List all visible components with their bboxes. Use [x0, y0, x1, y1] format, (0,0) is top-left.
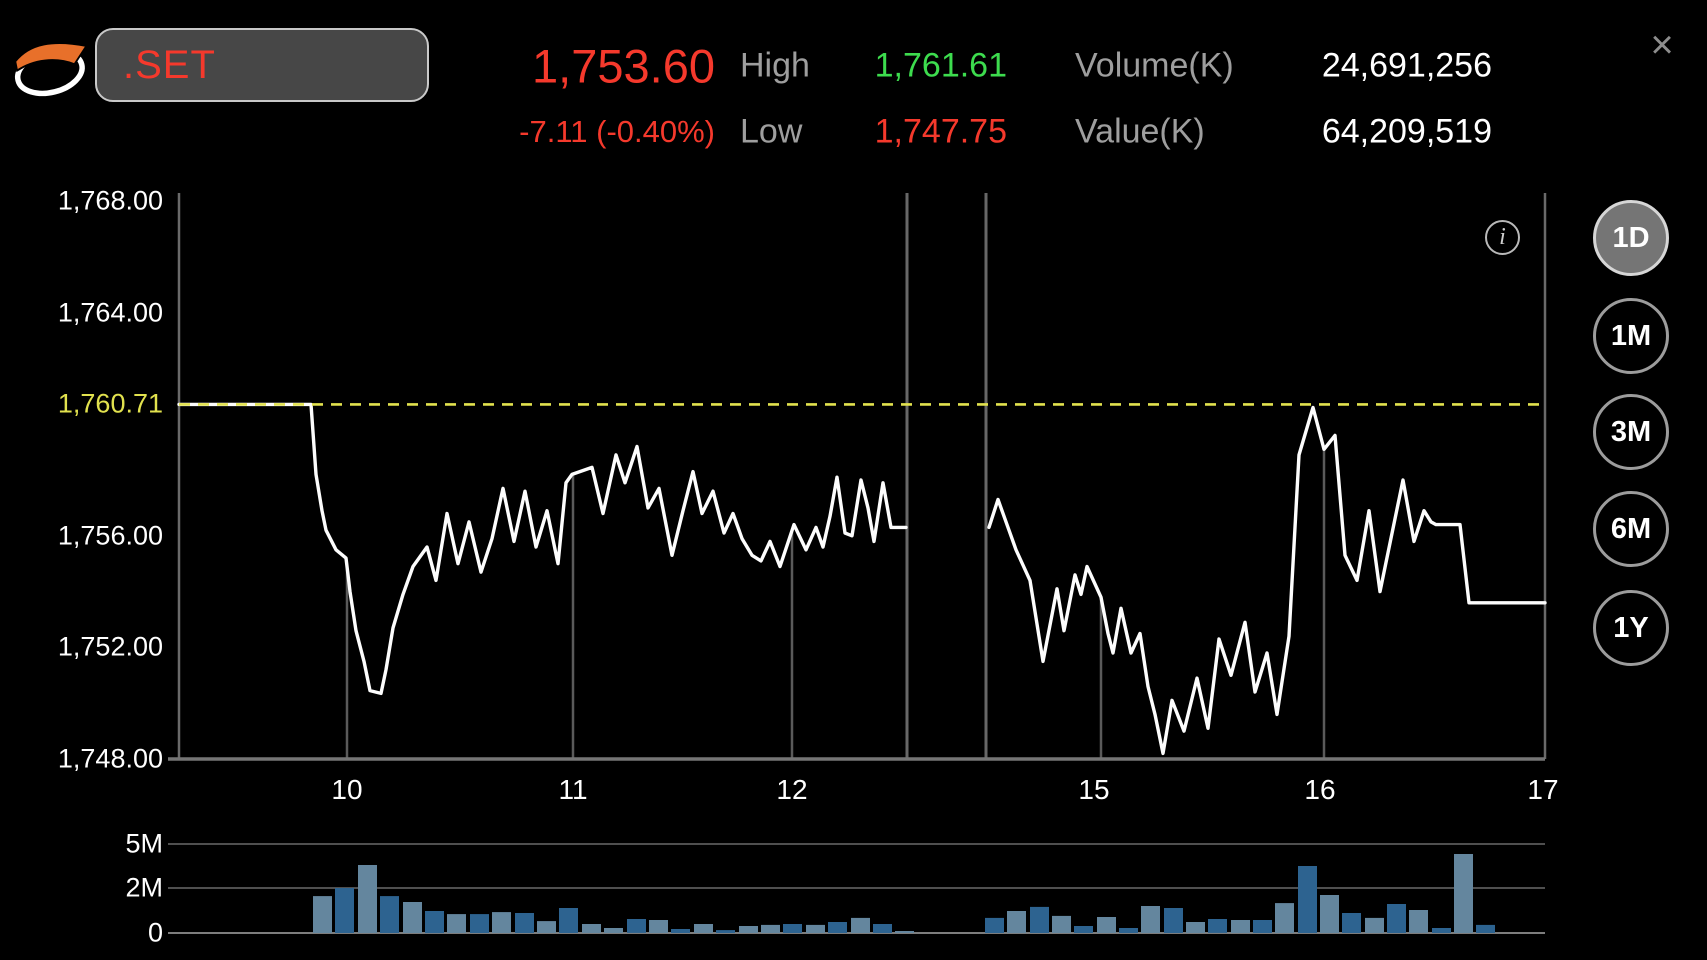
price-axis-tick: 1,748.00	[57, 743, 163, 774]
price-axis-tick: 1,764.00	[57, 297, 163, 328]
volume-bar	[1119, 928, 1138, 933]
volume-bar	[1342, 913, 1361, 933]
volume-bar	[447, 914, 466, 933]
volume-bar	[604, 928, 623, 933]
volume-bar	[582, 924, 601, 933]
price-axis-tick: 1,768.00	[57, 185, 163, 216]
volume-bar	[1164, 908, 1183, 933]
volume-bar	[1030, 906, 1049, 933]
time-axis-tick: 10	[331, 774, 363, 805]
value-label: Value(K)	[1075, 112, 1205, 151]
volume-bar	[895, 931, 914, 933]
volume-bar	[403, 902, 422, 933]
volume-axis-tick: 2M	[125, 872, 163, 903]
volume-bar	[1454, 854, 1473, 933]
volume-bar	[828, 922, 847, 933]
price-axis-tick: 1,752.00	[57, 631, 163, 662]
low-value: 1,747.75	[874, 112, 1007, 151]
volume-bar	[1253, 920, 1272, 933]
volume-bar	[716, 930, 735, 933]
volume-axis-tick: 0	[147, 917, 163, 948]
volume-bar	[1432, 928, 1451, 933]
last-price: 1,753.60	[532, 39, 715, 93]
volume-bar	[1320, 895, 1339, 933]
price-axis-tick: 1,756.00	[57, 520, 163, 551]
volume-value: 24,691,256	[1321, 46, 1492, 85]
low-label: Low	[740, 112, 803, 151]
volume-bar	[470, 914, 489, 933]
volume-bar	[761, 924, 780, 933]
volume-bar	[425, 911, 444, 934]
range-button-1d[interactable]: 1D	[1593, 200, 1669, 276]
volume-bar	[1007, 911, 1026, 934]
volume-bar	[380, 896, 399, 933]
time-axis-tick: 15	[1078, 774, 1110, 805]
info-icon[interactable]: i	[1485, 220, 1520, 255]
volume-bar	[1052, 915, 1071, 933]
price-change: -7.11 (-0.40%)	[519, 114, 715, 149]
volume-bar	[1298, 866, 1317, 933]
volume-bar	[873, 924, 892, 933]
symbol-search-input[interactable]: .SET	[95, 28, 429, 102]
price-chart-plot[interactable]	[0, 155, 1707, 960]
volume-bar	[1231, 920, 1250, 933]
volume-bar	[559, 908, 578, 933]
range-button-1m[interactable]: 1M	[1593, 298, 1669, 374]
volume-bar	[783, 924, 802, 933]
time-axis-tick: 16	[1304, 774, 1336, 805]
volume-bar	[1097, 917, 1116, 933]
volume-bar	[335, 888, 354, 933]
broker-logo-icon	[14, 42, 88, 97]
close-icon[interactable]: ×	[1650, 23, 1674, 67]
range-button-1y[interactable]: 1Y	[1593, 590, 1669, 666]
volume-label: Volume(K)	[1075, 46, 1234, 85]
volume-bar	[671, 929, 690, 933]
volume-bar	[806, 924, 825, 933]
price-axis-tick: 1,760.71	[57, 388, 163, 419]
range-button-3m[interactable]: 3M	[1593, 394, 1669, 470]
value-value: 64,209,519	[1321, 112, 1492, 151]
volume-bar	[1409, 910, 1428, 933]
volume-bar	[1387, 904, 1406, 933]
volume-bar	[1365, 917, 1384, 933]
volume-bar	[358, 865, 377, 933]
symbol-text: .SET	[123, 42, 216, 87]
volume-bar	[851, 917, 870, 933]
volume-bar	[1476, 924, 1495, 933]
volume-bar	[1208, 919, 1227, 933]
volume-bar	[649, 920, 668, 933]
volume-bar	[515, 913, 534, 933]
time-axis-tick: 12	[776, 774, 808, 805]
high-label: High	[740, 46, 810, 85]
price-line	[987, 405, 1547, 756]
volume-axis-tick: 5M	[125, 828, 163, 859]
time-axis-tick: 17	[1527, 774, 1559, 805]
volume-bar	[694, 924, 713, 933]
range-button-6m[interactable]: 6M	[1593, 491, 1669, 567]
volume-bar	[985, 917, 1004, 933]
volume-bar	[1275, 903, 1294, 933]
high-value: 1,761.61	[874, 46, 1007, 85]
volume-bar	[313, 896, 332, 933]
volume-bar	[627, 919, 646, 933]
volume-bar	[739, 926, 758, 933]
volume-bar	[1141, 906, 1160, 933]
volume-bar	[1074, 926, 1093, 933]
price-line	[177, 402, 908, 696]
volume-bar	[537, 921, 556, 933]
volume-bar	[1186, 922, 1205, 933]
volume-bar	[492, 912, 511, 933]
time-axis-tick: 11	[558, 774, 588, 805]
